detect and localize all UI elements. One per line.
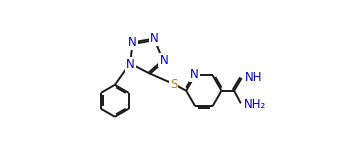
Text: N: N xyxy=(159,53,168,67)
Text: NH: NH xyxy=(245,71,263,84)
Text: N: N xyxy=(126,58,135,71)
Text: NH₂: NH₂ xyxy=(244,98,266,111)
Text: N: N xyxy=(150,32,159,45)
Text: N: N xyxy=(128,36,137,49)
Text: S: S xyxy=(170,77,177,91)
Text: N: N xyxy=(190,68,199,81)
